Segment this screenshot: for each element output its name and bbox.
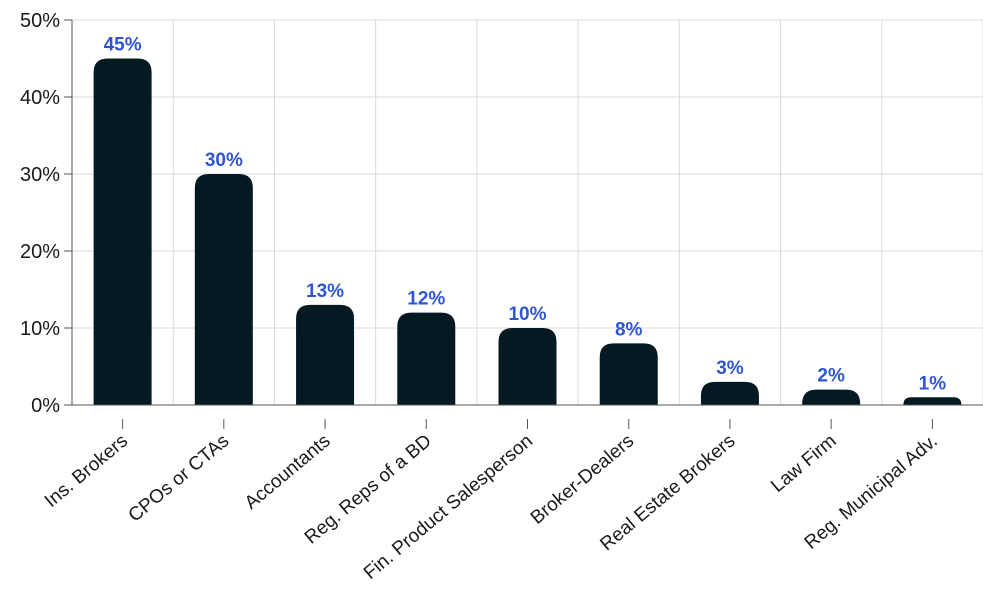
bar xyxy=(802,389,861,405)
data-label: 2% xyxy=(817,366,845,387)
bars xyxy=(93,58,962,405)
data-label: 1% xyxy=(919,373,947,394)
y-tick-label: 50% xyxy=(20,10,60,32)
data-label: 45% xyxy=(104,35,142,56)
data-label: 10% xyxy=(508,304,546,325)
x-tick-label: CPOs or CTAs xyxy=(125,431,234,527)
y-tick-label: 20% xyxy=(20,241,60,263)
y-tick-label: 10% xyxy=(20,318,60,340)
data-label: 13% xyxy=(306,281,344,302)
data-label: 3% xyxy=(716,358,744,379)
bar xyxy=(498,328,557,405)
x-tick-label: Ins. Brokers xyxy=(41,431,132,512)
x-tick-label: Fin. Product Salesperson xyxy=(360,431,537,584)
bar xyxy=(397,312,456,405)
data-label: 8% xyxy=(615,319,643,340)
bar xyxy=(903,397,962,405)
bar xyxy=(194,174,253,405)
data-label: 12% xyxy=(407,289,445,310)
y-tick-label: 0% xyxy=(31,395,60,417)
data-label: 30% xyxy=(205,150,243,171)
bar xyxy=(296,304,355,405)
y-tick-label: 30% xyxy=(20,164,60,186)
bar xyxy=(599,343,658,405)
y-tick-label: 40% xyxy=(20,87,60,109)
bar xyxy=(700,381,759,405)
y-axis-ticks: 0% 10% 20% 30% 40% 50% xyxy=(20,10,72,417)
bar xyxy=(93,58,152,405)
data-labels: 45% 30% 13% 12% 10% 8% 3% 2% 1% xyxy=(104,35,947,395)
x-tick-label: Broker-Dealers xyxy=(527,431,638,529)
x-tick-label: Accountants xyxy=(241,431,335,514)
x-tick-label: Law Firm xyxy=(767,431,840,497)
